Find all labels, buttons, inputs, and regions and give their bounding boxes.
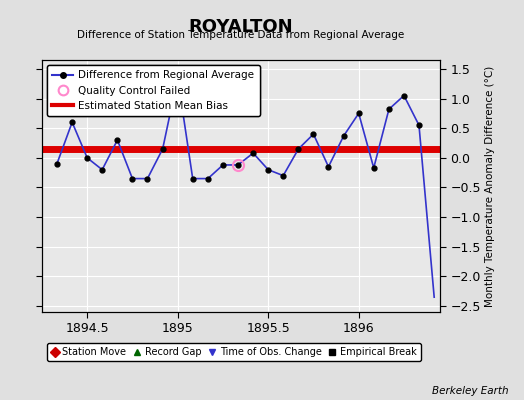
Text: ROYALTON: ROYALTON bbox=[189, 18, 293, 36]
Text: Difference of Station Temperature Data from Regional Average: Difference of Station Temperature Data f… bbox=[78, 30, 405, 40]
Text: Berkeley Earth: Berkeley Earth bbox=[432, 386, 508, 396]
Y-axis label: Monthly Temperature Anomaly Difference (°C): Monthly Temperature Anomaly Difference (… bbox=[485, 65, 495, 307]
Legend: Station Move, Record Gap, Time of Obs. Change, Empirical Break: Station Move, Record Gap, Time of Obs. C… bbox=[47, 343, 421, 361]
Legend: Difference from Regional Average, Quality Control Failed, Estimated Station Mean: Difference from Regional Average, Qualit… bbox=[47, 65, 259, 116]
